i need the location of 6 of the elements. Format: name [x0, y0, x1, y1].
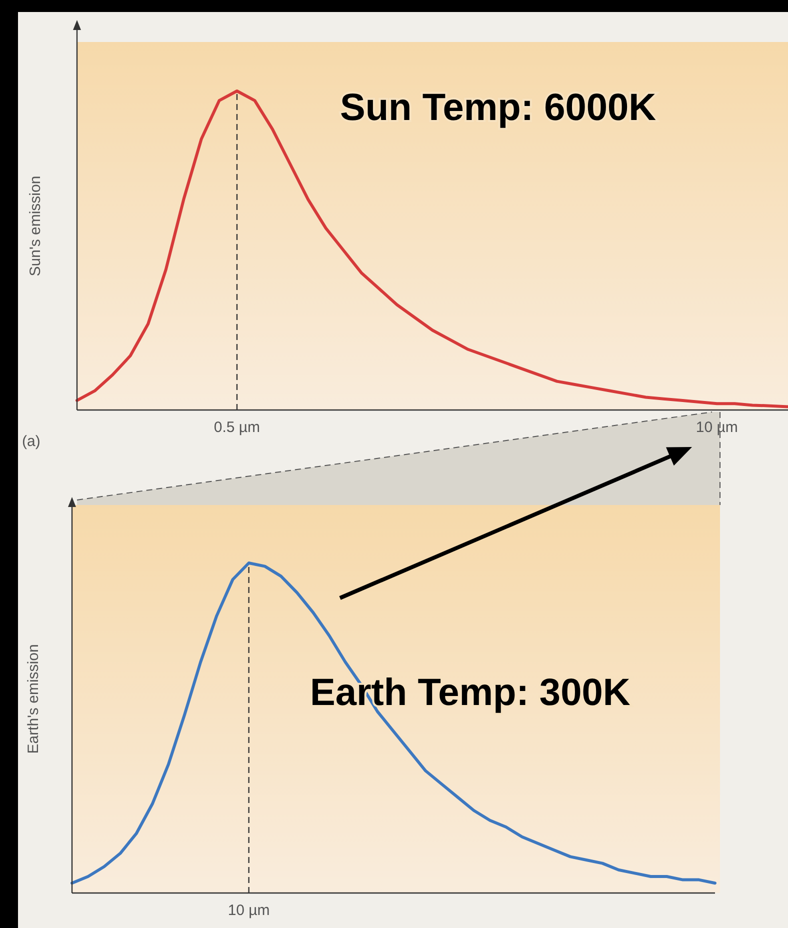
y-axis-title: Sun's emission	[27, 176, 44, 276]
annotation: Sun Temp: 6000K	[340, 87, 657, 129]
text: (a)	[22, 433, 40, 450]
x-tick-label: 0.5 µm	[214, 419, 260, 436]
y-axis-title: Earth's emission	[25, 644, 42, 754]
text: 10 µm	[228, 902, 270, 919]
